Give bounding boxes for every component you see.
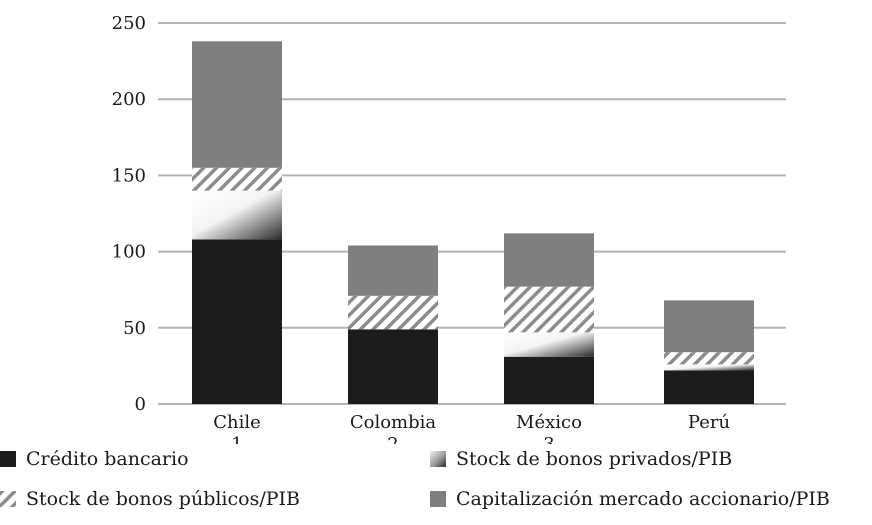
bar-mexico-bonos-publicos xyxy=(504,286,594,333)
y-tick-label-250: 250 xyxy=(112,13,146,34)
legend-item-capitalizacion: Capitalización mercado accionario/PIB xyxy=(430,488,830,510)
bar-colombia-credito xyxy=(348,329,438,404)
bar-chile-capitalizacion xyxy=(192,41,282,168)
x-category-sublabel-colombia: 2 xyxy=(387,434,398,444)
bar-mexico-bonos-privados xyxy=(504,332,594,357)
bar-peru-bonos-publicos xyxy=(664,352,754,365)
legend-label-bonos-privados: Stock de bonos privados/PIB xyxy=(456,448,733,470)
x-category-sublabel-mexico: 3 xyxy=(543,434,554,444)
bar-chile-credito xyxy=(192,239,282,404)
y-axis-ticks: 0 50 100 150 200 250 xyxy=(112,13,146,415)
bar-peru-bonos-privados xyxy=(664,364,754,371)
x-category-label-chile: Chile xyxy=(213,412,261,433)
x-category-sublabel-chile: 1 xyxy=(231,434,242,444)
legend-swatch-capitalizacion xyxy=(430,491,446,507)
legend-swatch-bonos-privados xyxy=(430,451,446,467)
bar-mexico-credito xyxy=(504,356,594,404)
legend-item-bonos-publicos: Stock de bonos públicos/PIB xyxy=(0,488,300,510)
legend-swatch-credito xyxy=(0,451,16,467)
bar-mexico-capitalizacion xyxy=(504,233,594,287)
legend-item-bonos-privados: Stock de bonos privados/PIB xyxy=(430,448,732,470)
legend-label-bonos-publicos: Stock de bonos públicos/PIB xyxy=(26,488,300,510)
x-category-label-colombia: Colombia xyxy=(350,412,437,433)
x-category-label-peru: Perú xyxy=(688,412,730,433)
bar-colombia-capitalizacion xyxy=(348,245,438,296)
y-tick-label-0: 0 xyxy=(135,394,146,415)
bar-colombia-bonos-publicos xyxy=(348,295,438,330)
bar-peru-capitalizacion xyxy=(664,300,754,353)
legend-item-credito: Crédito bancario xyxy=(0,448,189,470)
legend-swatch-bonos-publicos xyxy=(0,491,16,507)
y-tick-label-50: 50 xyxy=(123,318,146,339)
x-category-label-mexico: México xyxy=(516,412,582,433)
bars xyxy=(192,41,754,404)
y-tick-label-200: 200 xyxy=(112,89,146,110)
x-axis-labels: Chile1 Colombia2 México3 Perú xyxy=(213,412,730,444)
bar-chile-bonos-publicos xyxy=(192,167,282,191)
y-tick-label-100: 100 xyxy=(112,242,146,263)
legend: Crédito bancario Stock de bonos privados… xyxy=(0,444,872,525)
bar-chile-bonos-privados xyxy=(192,190,282,240)
bar-peru-credito xyxy=(664,370,754,404)
y-tick-label-150: 150 xyxy=(112,165,146,186)
stacked-bar-chart: 0 50 100 150 200 250 Chile1 Colombia2 México3 Pe… xyxy=(112,13,786,444)
legend-label-capitalizacion: Capitalización mercado accionario/PIB xyxy=(456,488,830,510)
legend-label-credito: Crédito bancario xyxy=(26,448,189,470)
